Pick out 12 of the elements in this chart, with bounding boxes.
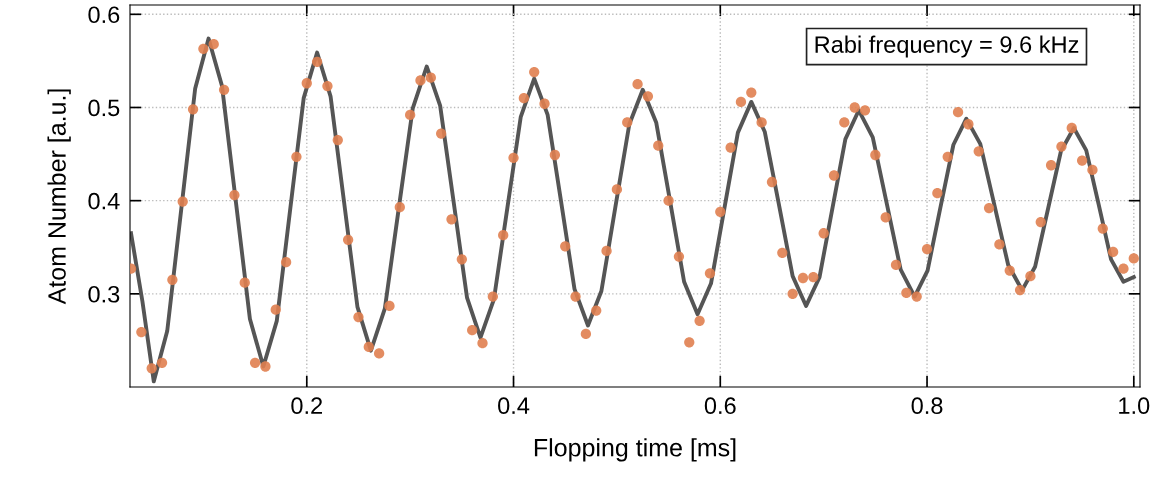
x-tick-label: 0.6 [704,397,736,415]
x-tick-label: 0.4 [498,397,530,415]
x-tick-label: 0.8 [911,397,943,415]
x-axis-title: Flopping time [ms] [534,438,736,462]
y-tick-label: 0.6 [88,6,120,24]
x-tick-label: 0.2 [291,397,322,415]
y-tick-label: 0.5 [88,99,120,117]
y-tick-label: 0.4 [88,192,120,210]
y-axis-title: Atom Number [a.u.] [47,89,71,305]
y-tick-label: 0.3 [88,285,120,303]
annotation: Rabi frequency = 9.6 kHz [815,35,1079,58]
x-tick-label: 1.0 [1119,397,1150,415]
